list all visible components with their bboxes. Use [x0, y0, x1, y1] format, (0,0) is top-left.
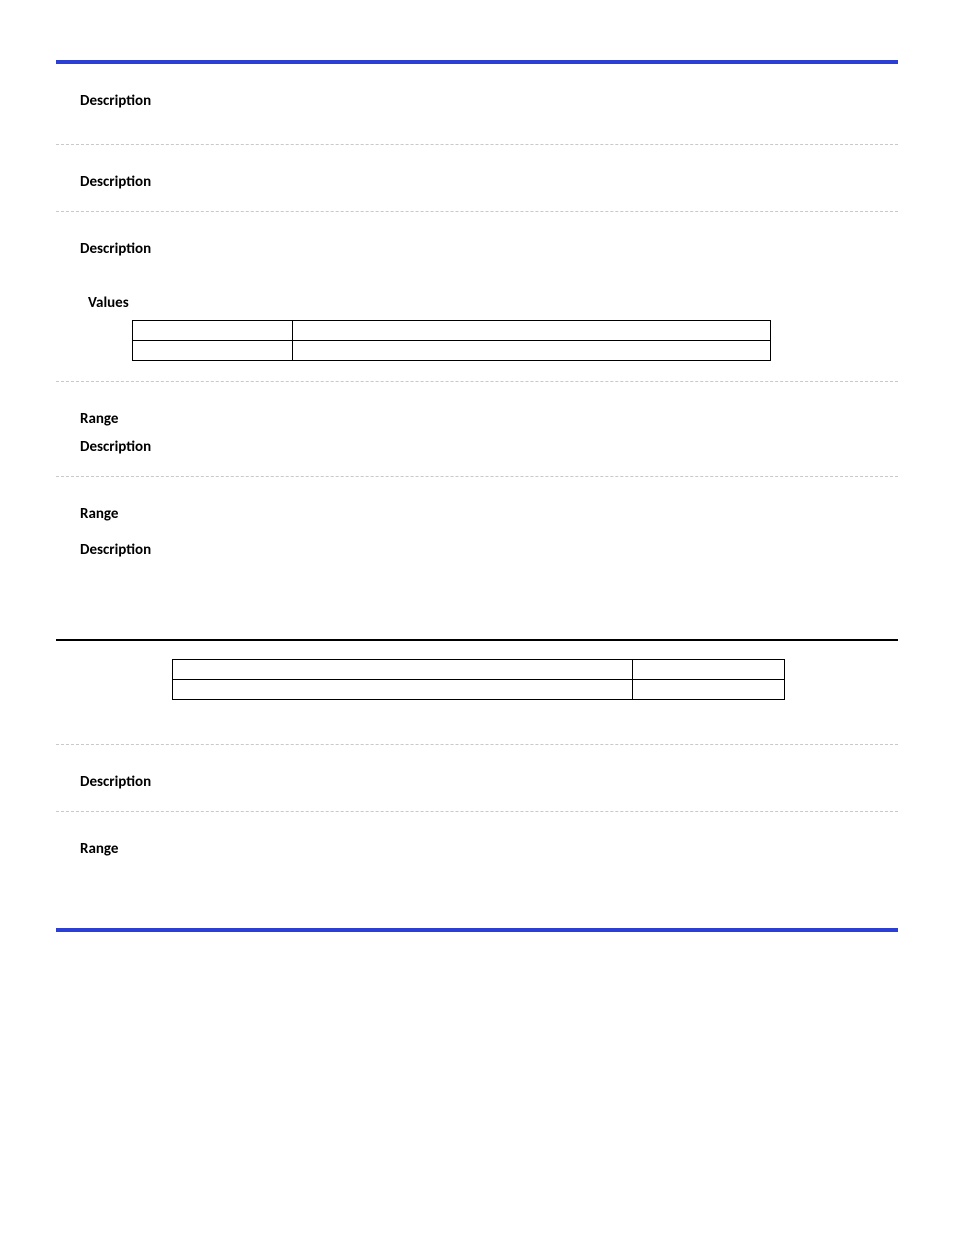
heading-range: Range — [80, 410, 898, 428]
section-divider — [56, 381, 898, 382]
heading-values: Values — [88, 294, 898, 312]
bottom-accent-rule — [56, 928, 898, 932]
heading-description: Description — [80, 173, 898, 191]
values-table — [132, 320, 771, 361]
table-cell — [633, 680, 785, 700]
section-divider — [56, 811, 898, 812]
table-cell — [633, 660, 785, 680]
table-cell — [133, 321, 293, 341]
table-cell — [133, 341, 293, 361]
heading-range: Range — [80, 505, 898, 523]
heading-description: Description — [80, 240, 898, 258]
table-row — [173, 680, 785, 700]
section-divider — [56, 144, 898, 145]
heading-description: Description — [80, 773, 898, 791]
section-divider — [56, 744, 898, 745]
section-divider — [56, 211, 898, 212]
table-cell — [173, 660, 633, 680]
table-row — [173, 660, 785, 680]
lower-table — [172, 659, 785, 700]
heading-description: Description — [80, 541, 898, 559]
table-row — [133, 321, 771, 341]
heading-range: Range — [80, 840, 898, 858]
heading-description: Description — [80, 92, 898, 110]
table-cell — [293, 341, 771, 361]
document-page: Description Description Description Valu… — [0, 0, 954, 972]
table-cell — [173, 680, 633, 700]
top-accent-rule — [56, 60, 898, 64]
heading-description: Description — [80, 438, 898, 456]
table-cell — [293, 321, 771, 341]
table-row — [133, 341, 771, 361]
section-rule — [56, 639, 898, 641]
section-divider — [56, 476, 898, 477]
